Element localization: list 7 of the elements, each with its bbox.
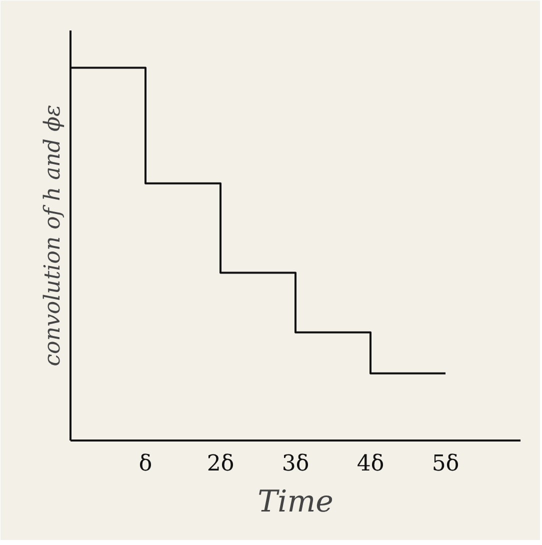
y-axis-title: convolution of h and ϕε — [40, 104, 66, 366]
x-tick-label: 5δ — [432, 452, 460, 476]
x-tick-label: δ — [138, 452, 152, 476]
x-tick-label: 2δ — [206, 452, 234, 476]
x-axis-title: Time — [258, 484, 334, 520]
x-tick-label: 3δ — [282, 452, 310, 476]
x-tick-label: 4δ — [356, 452, 384, 476]
